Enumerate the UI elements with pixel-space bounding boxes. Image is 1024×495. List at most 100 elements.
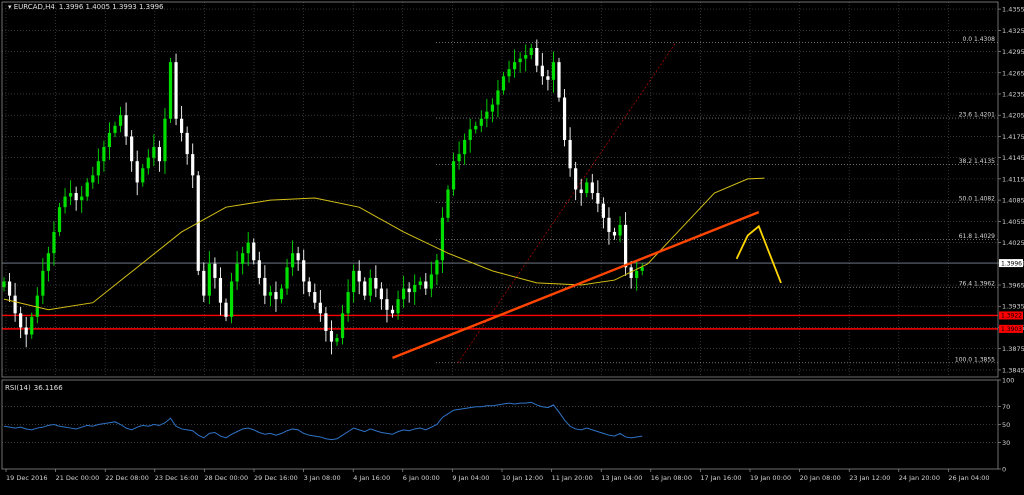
candle[interactable] [379,282,383,310]
candle[interactable] [607,207,611,245]
candle[interactable] [540,52,544,85]
candle[interactable] [279,284,284,304]
candle[interactable] [35,287,39,324]
candle[interactable] [457,141,461,170]
candle[interactable] [74,186,78,211]
candle[interactable] [113,121,117,138]
candle[interactable] [446,185,450,223]
candle[interactable] [2,277,6,292]
candle[interactable] [185,126,189,165]
candle[interactable] [629,260,633,289]
candle[interactable] [390,305,395,318]
candle[interactable] [612,227,617,240]
candle[interactable] [524,44,528,72]
candle[interactable] [413,274,417,305]
candle[interactable] [329,320,334,355]
candle[interactable] [152,134,156,167]
candle[interactable] [468,118,472,153]
candle[interactable] [180,106,184,142]
candle[interactable] [252,238,256,265]
candle[interactable] [41,258,45,305]
candle[interactable] [490,98,494,123]
candle[interactable] [557,57,561,102]
candle[interactable] [635,260,639,291]
candle[interactable] [24,316,28,348]
candle[interactable] [479,110,483,133]
candle[interactable] [302,249,306,295]
candle[interactable] [501,72,506,95]
trendline[interactable] [392,211,760,360]
candle[interactable] [435,253,439,286]
candle[interactable] [307,277,311,297]
candle[interactable] [102,140,106,172]
candle[interactable] [579,178,583,206]
candle[interactable] [69,180,73,206]
candle[interactable] [562,89,567,147]
candle[interactable] [7,272,12,302]
candle[interactable] [585,178,589,198]
candle[interactable] [135,150,139,196]
candle[interactable] [207,251,211,305]
candle[interactable] [357,260,361,295]
candle[interactable] [402,275,406,308]
candle[interactable] [263,265,267,305]
candle[interactable] [529,43,533,60]
candle[interactable] [191,143,195,189]
candle[interactable] [424,272,428,295]
candle[interactable] [213,257,217,289]
candle[interactable] [63,188,67,214]
candle[interactable] [46,246,50,282]
candle[interactable] [241,246,245,275]
candle[interactable] [168,57,173,123]
candlestick-series[interactable] [2,39,644,355]
candle[interactable] [318,289,322,322]
candle[interactable] [374,265,378,298]
candle[interactable] [451,152,456,196]
candle[interactable] [285,258,289,295]
candle[interactable] [418,277,422,290]
candle[interactable] [513,49,517,78]
candle[interactable] [407,282,411,303]
candle[interactable] [590,173,594,200]
candle[interactable] [229,272,234,324]
candle[interactable] [85,178,89,201]
candle[interactable] [141,164,145,187]
candle[interactable] [507,60,511,83]
candle[interactable] [352,264,356,303]
candle[interactable] [640,263,644,276]
candle[interactable] [246,231,250,266]
candle[interactable] [596,180,600,213]
symbol-arrow-icon[interactable]: ▾ [8,3,14,11]
candle[interactable] [385,288,389,323]
candle[interactable] [124,102,128,145]
candle[interactable] [52,221,56,266]
candle[interactable] [346,279,350,322]
candle[interactable] [335,333,339,346]
candle[interactable] [13,282,17,322]
forecast-path[interactable] [735,224,782,284]
candle[interactable] [340,304,345,345]
candle[interactable] [440,207,445,273]
candle[interactable] [518,52,522,73]
candle[interactable] [30,312,34,339]
candle[interactable] [224,298,228,322]
candle[interactable] [174,53,178,126]
candle[interactable] [551,51,556,93]
candle[interactable] [19,306,23,339]
candle[interactable] [496,79,500,118]
candle[interactable] [429,261,433,298]
candle[interactable] [546,69,550,91]
candle[interactable] [130,130,134,172]
candle[interactable] [296,246,300,271]
candle[interactable] [574,161,578,201]
candle[interactable] [57,202,62,237]
candle[interactable] [235,251,239,290]
candle[interactable] [96,148,100,184]
candle[interactable] [118,106,123,133]
candle[interactable] [324,306,328,342]
candle[interactable] [274,281,278,312]
candle[interactable] [463,133,467,165]
candle[interactable] [218,267,223,316]
candle[interactable] [313,283,317,310]
